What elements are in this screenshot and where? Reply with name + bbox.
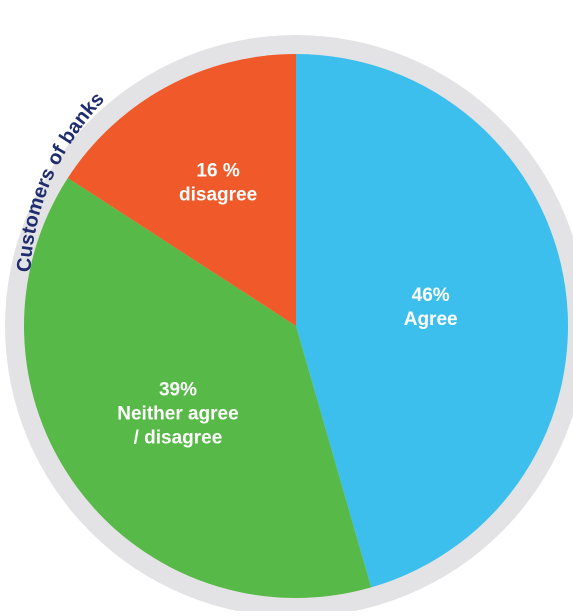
slice-label-line: Agree	[404, 309, 458, 330]
pie-slice-neither	[23, 177, 372, 599]
slice-label-disagree: 16 % disagree	[179, 161, 257, 206]
slice-label-agree: 46% Agree	[404, 285, 458, 330]
slice-label-line: disagree	[179, 185, 257, 206]
slice-label-neither: 39% Neither agree / disagree	[117, 379, 238, 448]
pie-labels: 46% Agree 39% Neither agree / disagree 16 % di…	[117, 161, 457, 449]
slice-label-line: Neither agree	[117, 403, 238, 424]
slice-label-line: 46%	[412, 285, 450, 306]
slice-label-line: 16 %	[196, 161, 239, 182]
pie-slice-disagree	[67, 54, 296, 326]
pie-slices	[23, 54, 569, 599]
slice-label-line: 39%	[159, 379, 197, 400]
pie-slice-agree	[296, 54, 569, 588]
slice-label-line: / disagree	[134, 427, 223, 448]
